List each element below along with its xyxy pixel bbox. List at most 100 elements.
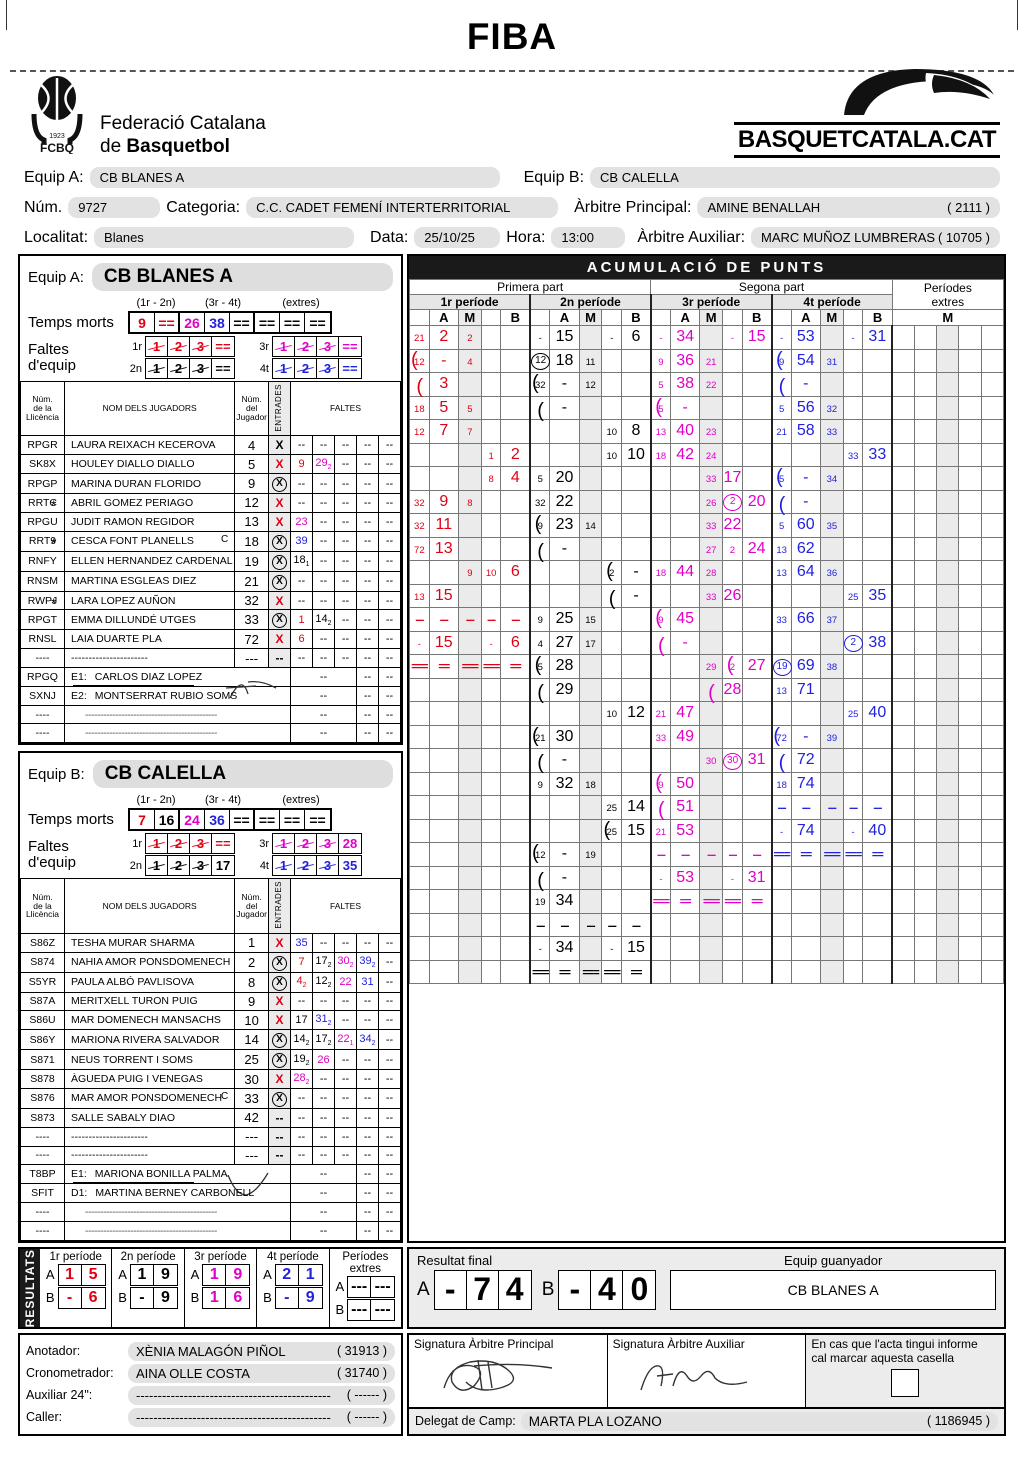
player-entrada[interactable]: X: [268, 991, 291, 1012]
player-foul-cell[interactable]: 282: [290, 1069, 313, 1089]
score-cell[interactable]: 4: [457, 348, 482, 373]
timeout-cell[interactable]: ==: [280, 810, 305, 830]
score-cell[interactable]: 13: [770, 677, 792, 702]
localitat-field[interactable]: Blanes: [94, 227, 355, 248]
score-cell[interactable]: [578, 395, 603, 420]
extra-cell[interactable]: [913, 771, 938, 796]
staff-foul-cell[interactable]: --: [290, 685, 357, 706]
score-cell[interactable]: 74: [790, 818, 821, 843]
score-cell[interactable]: [670, 912, 701, 937]
extra-cell[interactable]: [891, 466, 915, 491]
player-foul-cell[interactable]: --: [312, 473, 335, 495]
score-cell[interactable]: [819, 912, 844, 937]
score-cell[interactable]: [480, 818, 502, 843]
player-foul-cell[interactable]: --: [378, 1029, 401, 1051]
score-cell[interactable]: [741, 912, 773, 937]
score-cell[interactable]: [842, 677, 864, 702]
score-cell[interactable]: 15: [621, 936, 652, 961]
player-foul-cell[interactable]: --: [290, 570, 313, 592]
staff-row[interactable]: ---- ------------------------------------…: [20, 704, 401, 725]
score-cell[interactable]: 74: [790, 771, 821, 796]
team-foul-cell[interactable]: ==: [215, 339, 231, 354]
score-cell[interactable]: 32: [529, 372, 551, 397]
extra-cell[interactable]: [891, 654, 915, 679]
extra-cell[interactable]: [936, 607, 960, 632]
score-cell[interactable]: 45: [670, 607, 701, 632]
score-cell[interactable]: [741, 348, 773, 373]
score-cell[interactable]: [457, 701, 482, 726]
score-cell[interactable]: ===: [819, 842, 844, 867]
score-cell[interactable]: [790, 442, 821, 467]
player-foul-cell[interactable]: --: [378, 1126, 401, 1147]
score-cell[interactable]: [621, 466, 652, 491]
extra-cell[interactable]: [891, 536, 915, 561]
score-cell[interactable]: 32: [819, 395, 844, 420]
score-cell[interactable]: ---: [722, 842, 743, 867]
team-foul-cell[interactable]: 3: [190, 337, 212, 356]
player-foul-cell[interactable]: --: [312, 1145, 335, 1166]
score-cell[interactable]: [409, 560, 430, 585]
score-cell[interactable]: 33: [699, 513, 724, 538]
player-foul-cell[interactable]: --: [356, 493, 379, 513]
team-foul-cell[interactable]: ==: [215, 361, 231, 376]
score-cell[interactable]: ---: [741, 842, 773, 867]
score-cell[interactable]: 35: [862, 583, 893, 608]
player-entrada[interactable]: X: [268, 971, 291, 993]
score-cell[interactable]: [409, 959, 430, 984]
score-cell[interactable]: 19: [578, 842, 603, 867]
score-cell[interactable]: [529, 560, 551, 585]
categoria-field[interactable]: C.C. CADET FEMENÍ INTERTERRITORIAL: [246, 197, 559, 218]
score-cell[interactable]: [457, 912, 482, 937]
extra-cell[interactable]: [891, 959, 915, 984]
timeout-grid-b[interactable]: 7 16 24 36 == == == ==: [128, 808, 332, 832]
staff-foul-cell[interactable]: --: [378, 667, 401, 687]
player-foul-cell[interactable]: --: [378, 1107, 401, 1128]
extra-cell[interactable]: [958, 748, 982, 773]
score-cell[interactable]: [578, 701, 603, 726]
staff-foul-cell[interactable]: --: [356, 1201, 379, 1222]
extra-cell[interactable]: [958, 607, 982, 632]
score-cell[interactable]: ---: [500, 607, 531, 632]
score-cell[interactable]: [578, 419, 603, 444]
score-cell[interactable]: 15: [578, 607, 603, 632]
player-entrada[interactable]: --: [268, 648, 291, 669]
score-cell[interactable]: 25: [842, 583, 864, 608]
team-foul-boxes[interactable]: 1 2 3 ==: [272, 336, 362, 357]
score-cell[interactable]: 37: [819, 607, 844, 632]
score-cell[interactable]: 15: [428, 583, 459, 608]
score-cell[interactable]: [409, 748, 430, 773]
player-foul-cell[interactable]: --: [290, 1087, 313, 1109]
score-cell[interactable]: [862, 654, 893, 679]
team-foul-cell[interactable]: 3: [317, 834, 339, 854]
extra-cell[interactable]: [958, 630, 982, 655]
score-cell[interactable]: ===: [722, 889, 743, 914]
score-cell[interactable]: [578, 748, 603, 773]
score-cell[interactable]: ===: [578, 959, 603, 984]
player-foul-cell[interactable]: --: [378, 473, 401, 495]
table-row[interactable]: S87A MERITXELL TURON PUIG 9 X -- -- -- -- --: [20, 991, 401, 1012]
extra-cell[interactable]: [891, 842, 915, 867]
score-cell[interactable]: [722, 607, 743, 632]
score-cell[interactable]: [819, 818, 844, 843]
score-cell[interactable]: ---: [480, 607, 502, 632]
score-cell[interactable]: [457, 630, 482, 655]
score-cell[interactable]: [480, 419, 502, 444]
player-foul-cell[interactable]: --: [290, 473, 313, 495]
score-cell[interactable]: -: [649, 865, 672, 890]
score-cell[interactable]: [601, 889, 623, 914]
staff-foul-cell[interactable]: --: [378, 704, 401, 725]
score-cell[interactable]: ===: [409, 654, 430, 679]
score-cell[interactable]: [699, 936, 724, 961]
timeout-grid-a[interactable]: 9 == 26 38 == == == ==: [128, 311, 332, 334]
score-cell[interactable]: 18: [409, 395, 430, 420]
score-cell[interactable]: 22: [549, 489, 580, 514]
score-cell[interactable]: [699, 818, 724, 843]
score-cell[interactable]: [770, 889, 792, 914]
extra-cell[interactable]: [936, 912, 960, 937]
score-cell[interactable]: [649, 583, 672, 608]
score-cell[interactable]: 6: [500, 560, 531, 585]
score-cell[interactable]: [601, 372, 623, 397]
score-cell[interactable]: [500, 795, 531, 820]
player-foul-cell[interactable]: --: [334, 493, 357, 513]
staff-foul-cell[interactable]: --: [378, 1183, 401, 1203]
